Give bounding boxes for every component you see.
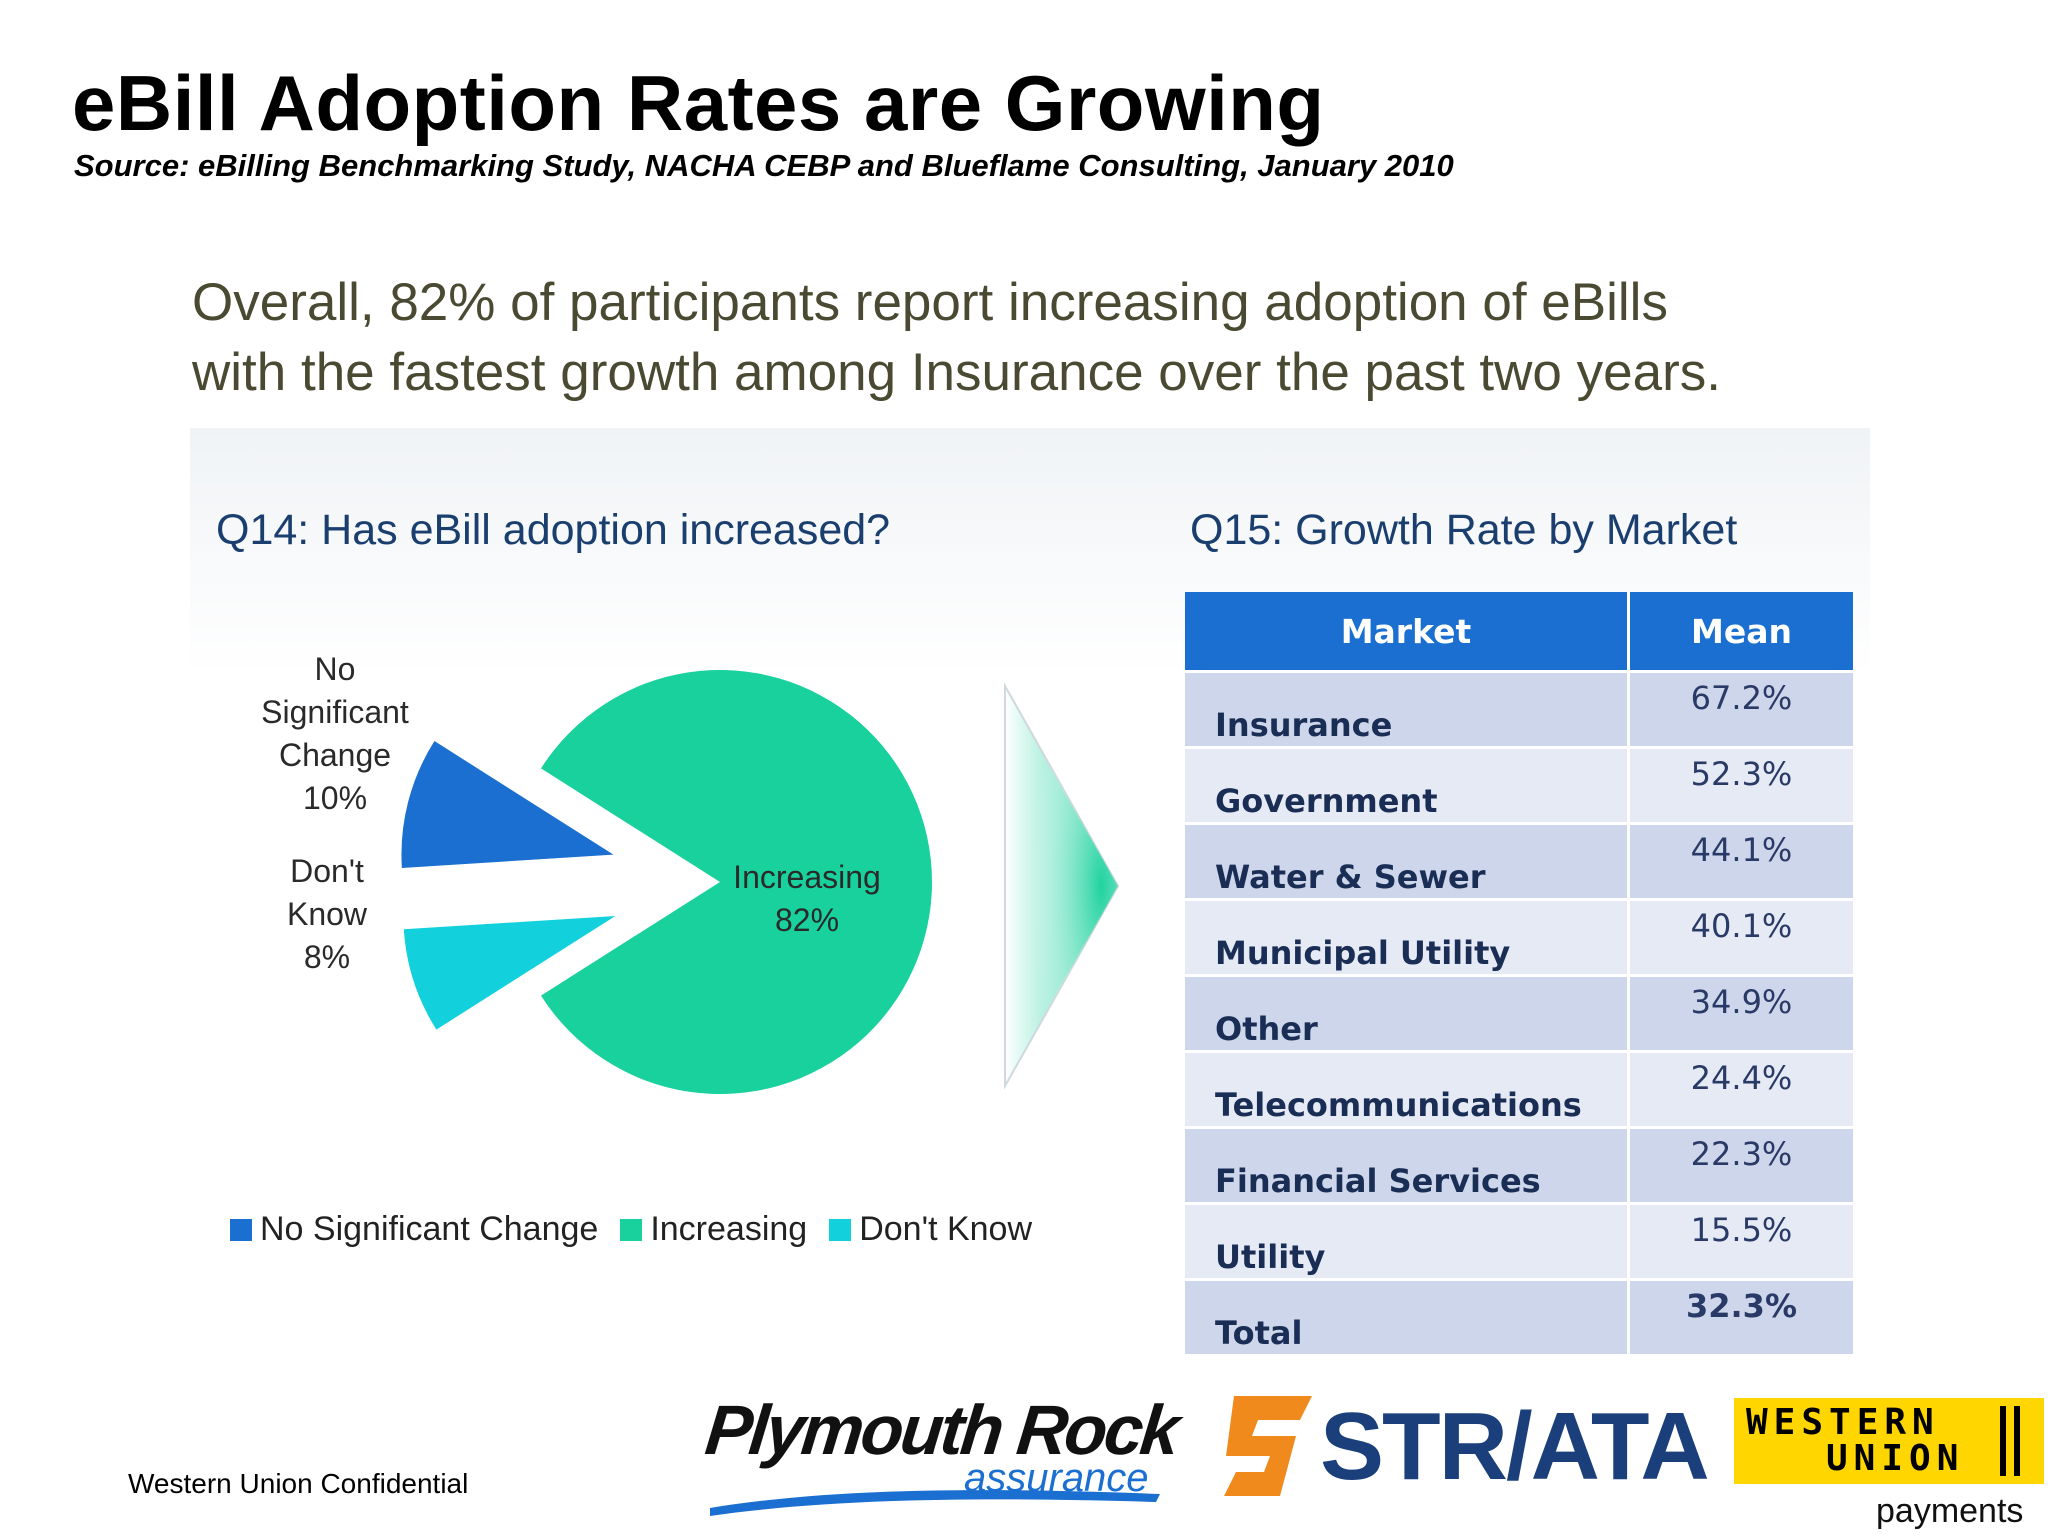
plymouth-swoosh-icon — [710, 1490, 1160, 1516]
table-header-row: Market Mean — [1185, 592, 1853, 670]
legend-item-no-change: No Significant Change — [230, 1210, 598, 1249]
column-header-mean: Mean — [1630, 592, 1853, 670]
market-cell: Insurance — [1185, 670, 1630, 746]
plymouth-rock-logo: Plymouth Rock assurance — [702, 1390, 1181, 1516]
market-cell: Utility — [1185, 1202, 1630, 1278]
table-row: Water & Sewer 44.1% — [1185, 822, 1853, 898]
pie-chart-title: Q14: Has eBill adoption increased? — [216, 506, 891, 554]
legend-swatch — [620, 1218, 643, 1241]
mean-cell: 52.3% — [1630, 746, 1853, 822]
table-title: Q15: Growth Rate by Market — [1190, 506, 1738, 554]
transition-arrow — [1004, 682, 1120, 1090]
mean-cell: 24.4% — [1630, 1050, 1853, 1126]
mean-cell: 15.5% — [1630, 1202, 1853, 1278]
pie-slice-increasing — [541, 670, 933, 1094]
slide-title: eBill Adoption Rates are Growing — [72, 59, 1325, 147]
slice-label-no-change: No Significant Change 10% — [261, 651, 409, 816]
slice-label-dont-know: Don't Know 8% — [286, 853, 368, 975]
summary-line-2: with the fastest growth among Insurance … — [192, 343, 1721, 402]
table-row: Other 34.9% — [1185, 974, 1853, 1050]
mean-cell: 34.9% — [1630, 974, 1853, 1050]
growth-rate-table: Market Mean Insurance 67.2% Government 5… — [1185, 592, 1853, 1354]
mean-cell: 40.1% — [1630, 898, 1853, 974]
wu-bars-icon — [2000, 1406, 2020, 1476]
pie-legend: No Significant Change Increasing Don't K… — [230, 1210, 1054, 1249]
striata-mark-icon — [1224, 1396, 1312, 1496]
legend-item-increasing: Increasing — [620, 1210, 807, 1249]
market-cell: Water & Sewer — [1185, 822, 1630, 898]
striata-wordmark: STR/ATA — [1320, 1393, 1710, 1500]
table-row: Municipal Utility 40.1% — [1185, 898, 1853, 974]
legend-item-dont-know: Don't Know — [829, 1210, 1032, 1249]
legend-swatch — [829, 1218, 852, 1241]
wu-line-2: UNION — [1826, 1438, 1965, 1479]
table-row: Insurance 67.2% — [1185, 670, 1853, 746]
pie-slice-no-significant-change — [401, 741, 614, 868]
mean-cell: 22.3% — [1630, 1126, 1853, 1202]
summary-line-1: Overall, 82% of participants report incr… — [192, 273, 1668, 332]
wu-payments: payments — [1876, 1492, 2024, 1530]
confidential-footer: Western Union Confidential — [128, 1468, 469, 1499]
market-cell: Financial Services — [1185, 1126, 1630, 1202]
western-union-logo: WESTERN UNION payments — [1734, 1398, 2044, 1530]
pie-slice-don-t-know — [403, 915, 616, 1030]
summary-text: Overall, 82% of participants report incr… — [192, 268, 1912, 408]
table-row: Government 52.3% — [1185, 746, 1853, 822]
table-row: Telecommunications 24.4% — [1185, 1050, 1853, 1126]
market-cell: Total — [1185, 1278, 1630, 1354]
market-cell: Government — [1185, 746, 1630, 822]
table-row: Financial Services 22.3% — [1185, 1126, 1853, 1202]
market-cell: Other — [1185, 974, 1630, 1050]
plymouth-subtitle: assurance — [964, 1456, 1149, 1500]
table-row-total: Total 32.3% — [1185, 1278, 1853, 1354]
column-header-market: Market — [1185, 592, 1630, 670]
slice-label-increasing: Increasing 82% — [733, 859, 881, 938]
market-cell: Telecommunications — [1185, 1050, 1630, 1126]
mean-cell: 32.3% — [1630, 1278, 1853, 1354]
source-citation: Source: eBilling Benchmarking Study, NAC… — [74, 148, 1454, 183]
market-cell: Municipal Utility — [1185, 898, 1630, 974]
mean-cell: 44.1% — [1630, 822, 1853, 898]
mean-cell: 67.2% — [1630, 670, 1853, 746]
table-row: Utility 15.5% — [1185, 1202, 1853, 1278]
wu-line-1: WESTERN — [1746, 1402, 1940, 1443]
legend-swatch — [230, 1218, 252, 1241]
